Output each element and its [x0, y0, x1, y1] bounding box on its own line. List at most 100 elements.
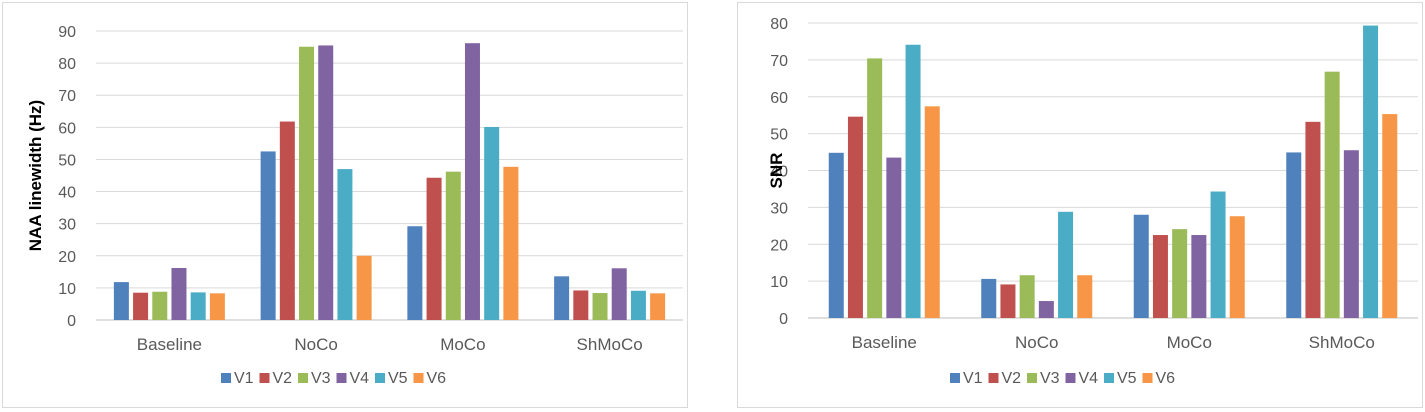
- linewidth-bar-v2-noco: [279, 121, 295, 320]
- linewidth-legend-label-v6: V6: [427, 370, 447, 387]
- linewidth-chart: 0 10 20 30 40 50 60 70 80 90 NAA linewidth (Hz) Bas…: [2, 2, 688, 408]
- linewidth-bar-v1-moco: [407, 226, 423, 320]
- linewidth-legend-label-v5: V5: [388, 370, 408, 387]
- snr-legend-label-v6: V6: [1156, 370, 1176, 387]
- linewidth-legend-swatch-v4: [336, 373, 347, 383]
- linewidth-x-tick-label: Baseline: [137, 335, 202, 354]
- linewidth-bar-v3-moco: [445, 171, 461, 320]
- snr-y-tick-label: 0: [779, 311, 788, 328]
- linewidth-bar-v3-baseline: [152, 291, 168, 320]
- linewidth-bar-v5-moco: [484, 127, 500, 320]
- snr-bar-v1-moco: [1133, 214, 1149, 318]
- linewidth-y-tick-label: 80: [58, 56, 76, 73]
- snr-bar-v1-baseline: [828, 152, 844, 318]
- snr-x-tick-label: NoCo: [1015, 333, 1058, 352]
- snr-legend-swatch-v3: [1027, 373, 1037, 383]
- snr-x-tick-label: ShMoCo: [1309, 333, 1375, 352]
- snr-y-tick-label: 40: [770, 164, 788, 181]
- snr-bar-v3-shmoco: [1324, 71, 1340, 318]
- linewidth-legend-swatch-v3: [298, 373, 308, 383]
- linewidth-bar-v4-baseline: [171, 267, 187, 320]
- linewidth-bar-v2-moco: [426, 177, 442, 320]
- snr-y-axis-label: SNR: [767, 153, 786, 189]
- snr-bar-v4-baseline: [886, 157, 902, 318]
- snr-bar-v2-noco: [1000, 284, 1016, 318]
- linewidth-x-tick-label: NoCo: [294, 335, 337, 354]
- snr-bar-v1-noco: [981, 278, 997, 318]
- linewidth-chart-svg: 0 10 20 30 40 50 60 70 80 90 NAA linewidth (Hz) Bas…: [26, 24, 683, 387]
- snr-bar-v5-moco: [1210, 191, 1226, 318]
- snr-legend-label-v3: V3: [1040, 370, 1060, 387]
- linewidth-y-tick-label: 40: [58, 185, 76, 202]
- linewidth-legend-swatch-v1: [221, 373, 231, 383]
- linewidth-bar-v4-noco: [318, 45, 334, 320]
- linewidth-y-tick-label: 90: [58, 24, 76, 41]
- linewidth-legend-swatch-v5: [375, 373, 385, 383]
- snr-bar-v2-baseline: [847, 116, 863, 318]
- snr-bar-v1-shmoco: [1286, 152, 1302, 318]
- snr-chart-svg: 0 10 20 30 40 50 60 70 80 SNR Baseline NoCo MoCo ShMo…: [767, 16, 1418, 387]
- snr-legend-label-v1: V1: [963, 370, 983, 387]
- linewidth-bar-v6-noco: [356, 255, 372, 320]
- snr-bar-v6-baseline: [924, 106, 940, 319]
- snr-bar-v3-baseline: [867, 58, 883, 319]
- linewidth-legend-label-v2: V2: [273, 370, 293, 387]
- linewidth-y-axis-label: NAA linewidth (Hz): [26, 100, 45, 251]
- snr-bar-v4-shmoco: [1343, 150, 1359, 318]
- snr-y-tick-label: 70: [770, 53, 788, 70]
- snr-legend-swatch-v1: [950, 373, 960, 383]
- linewidth-x-tick-label: MoCo: [440, 335, 485, 354]
- linewidth-legend-label-v3: V3: [311, 370, 331, 387]
- snr-bar-v4-noco: [1038, 301, 1054, 318]
- linewidth-bar-v1-shmoco: [554, 276, 570, 320]
- linewidth-y-tick-label: 30: [58, 217, 76, 234]
- linewidth-bar-v2-shmoco: [573, 290, 589, 320]
- snr-y-tick-label: 80: [770, 16, 788, 33]
- linewidth-bar-v6-moco: [503, 166, 519, 320]
- snr-bar-v6-moco: [1229, 216, 1245, 318]
- snr-bar-v5-shmoco: [1363, 25, 1379, 319]
- linewidth-y-tick-label: 0: [67, 313, 76, 330]
- linewidth-y-tick-label: 10: [58, 281, 76, 298]
- snr-bar-v2-shmoco: [1305, 121, 1321, 318]
- snr-legend-label-v4: V4: [1079, 370, 1099, 387]
- snr-chart: 0 10 20 30 40 50 60 70 80 SNR Baseline NoCo MoCo ShMo…: [737, 2, 1423, 408]
- linewidth-legend-swatch-v6: [413, 373, 424, 383]
- snr-legend-label-v5: V5: [1117, 370, 1137, 387]
- snr-bar-v5-baseline: [905, 44, 921, 318]
- linewidth-bar-v3-noco: [299, 46, 315, 321]
- linewidth-y-tick-label: 70: [58, 88, 76, 105]
- linewidth-bar-v2-baseline: [133, 292, 149, 320]
- linewidth-legend-label-v4: V4: [350, 370, 370, 387]
- snr-bar-v3-noco: [1019, 275, 1035, 318]
- linewidth-bar-v6-shmoco: [650, 293, 666, 320]
- linewidth-y-tick-label: 50: [58, 152, 76, 169]
- snr-y-tick-label: 30: [770, 200, 788, 217]
- linewidth-bar-v5-shmoco: [630, 290, 646, 320]
- snr-bar-v5-noco: [1058, 211, 1074, 318]
- linewidth-legend-label-v1: V1: [234, 370, 254, 387]
- linewidth-bar-v5-noco: [337, 169, 353, 320]
- linewidth-bar-v1-noco: [260, 151, 276, 320]
- snr-bar-v2-moco: [1152, 235, 1168, 318]
- snr-legend-label-v2: V2: [1002, 370, 1022, 387]
- snr-bar-v6-shmoco: [1382, 114, 1398, 318]
- linewidth-x-tick-label: ShMoCo: [577, 335, 643, 354]
- snr-x-tick-label: Baseline: [852, 333, 917, 352]
- linewidth-bar-v4-moco: [464, 43, 480, 321]
- snr-bar-v4-moco: [1191, 235, 1207, 318]
- linewidth-bar-v1-baseline: [113, 282, 129, 320]
- snr-x-tick-label: MoCo: [1167, 333, 1212, 352]
- linewidth-bar-v5-baseline: [190, 292, 206, 320]
- linewidth-legend-swatch-v2: [259, 373, 270, 383]
- snr-y-tick-label: 10: [770, 274, 788, 291]
- snr-y-tick-label: 20: [770, 237, 788, 254]
- snr-bar-v6-noco: [1077, 275, 1093, 318]
- snr-legend-swatch-v2: [988, 373, 999, 383]
- snr-legend-swatch-v4: [1065, 373, 1076, 383]
- linewidth-y-tick-label: 20: [58, 249, 76, 266]
- linewidth-bar-v3-shmoco: [592, 293, 608, 320]
- linewidth-bar-v6-baseline: [209, 293, 225, 320]
- snr-legend-swatch-v6: [1142, 373, 1153, 383]
- snr-y-tick-label: 60: [770, 90, 788, 107]
